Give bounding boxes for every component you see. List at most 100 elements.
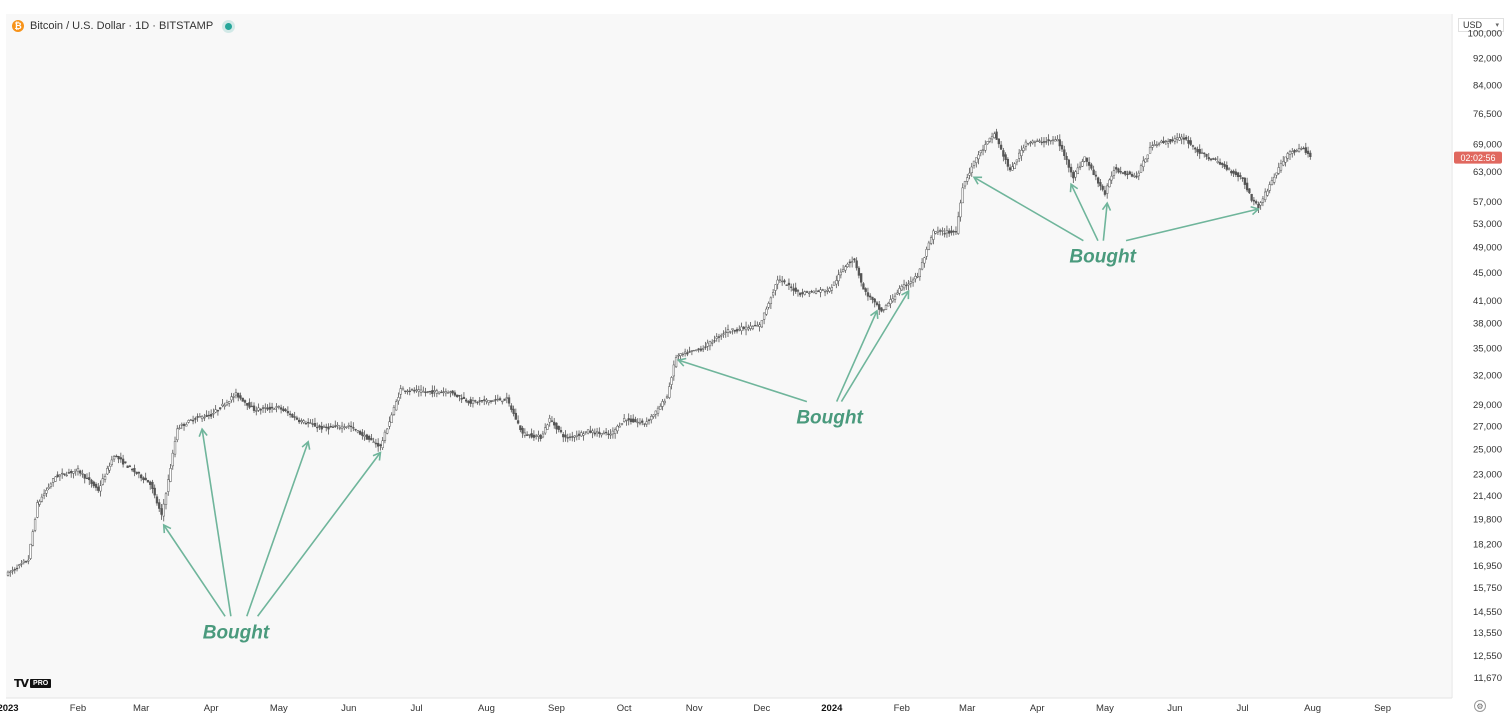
- candle: [489, 399, 493, 404]
- x-tick-label: Aug: [1304, 703, 1321, 714]
- candle: [1180, 133, 1183, 145]
- candle: [149, 480, 152, 490]
- candle: [957, 211, 960, 235]
- price-axis[interactable]: 100,000 92,000 84,000 76,500 69,000 63,000 57,…: [1468, 28, 1502, 684]
- candle: [920, 258, 924, 271]
- candle: [483, 395, 486, 406]
- candle: [830, 284, 833, 294]
- candle: [659, 403, 662, 410]
- x-tick-label: Feb: [894, 703, 910, 714]
- y-tick-label: 15,750: [1473, 583, 1502, 594]
- candle: [370, 433, 373, 441]
- candle: [404, 390, 407, 395]
- candle: [275, 403, 278, 413]
- candle: [602, 430, 606, 435]
- candle: [478, 397, 481, 406]
- x-tick-label: May: [270, 703, 288, 714]
- y-tick-label: 100,000: [1468, 28, 1502, 39]
- candle: [1063, 145, 1066, 160]
- candle: [1209, 158, 1213, 162]
- candle: [740, 322, 743, 335]
- candle: [1282, 156, 1285, 167]
- y-tick-label: 92,000: [1473, 53, 1502, 64]
- candle: [1234, 168, 1237, 177]
- candle: [959, 199, 962, 222]
- annotation-arrow: [198, 427, 232, 617]
- candle: [295, 415, 299, 421]
- candle: [383, 429, 387, 444]
- candle: [112, 455, 116, 462]
- candle: [20, 559, 23, 568]
- candle: [1015, 159, 1019, 166]
- candle: [860, 273, 863, 287]
- candle: [462, 392, 466, 399]
- candle: [986, 141, 989, 145]
- candle: [61, 468, 64, 479]
- candle: [828, 286, 831, 293]
- candle: [1110, 171, 1113, 184]
- candle: [668, 382, 671, 400]
- candle: [1266, 188, 1269, 197]
- candle: [832, 281, 836, 286]
- symbol-title: Bitcoin / U.S. Dollar · 1D · BITSTAMP: [30, 20, 214, 32]
- price-badge-bg: [1454, 151, 1502, 164]
- gear-icon[interactable]: ⚙: [1474, 700, 1486, 712]
- candle: [1011, 162, 1014, 171]
- candle: [961, 183, 964, 204]
- candle: [410, 388, 414, 392]
- candle: [970, 162, 973, 177]
- candle: [234, 388, 238, 399]
- candle: [92, 480, 95, 489]
- candle: [392, 404, 396, 416]
- x-tick-label: Dec: [753, 703, 770, 714]
- candle: [261, 404, 265, 413]
- candle: [988, 137, 991, 144]
- candle: [160, 503, 163, 520]
- candle: [1090, 162, 1093, 171]
- candle: [1259, 201, 1262, 210]
- candle: [981, 144, 985, 156]
- candle: [792, 283, 795, 296]
- candle: [9, 570, 12, 577]
- candle: [1221, 162, 1224, 169]
- candle: [395, 399, 398, 411]
- currency-selector[interactable]: USD ▾: [1458, 18, 1504, 32]
- candle: [963, 180, 967, 190]
- candle: [1067, 158, 1070, 173]
- candle: [374, 438, 378, 448]
- candle: [266, 404, 269, 411]
- candle: [1049, 139, 1052, 145]
- candle: [525, 431, 529, 437]
- candle: [1275, 172, 1278, 179]
- plot-area[interactable]: [6, 14, 1451, 698]
- candle: [431, 385, 434, 398]
- y-tick-label: 69,000: [1473, 140, 1502, 151]
- candle: [63, 473, 66, 477]
- candle: [805, 290, 809, 293]
- candle: [939, 228, 942, 236]
- candle: [327, 423, 330, 435]
- candle: [954, 226, 958, 235]
- candle: [530, 428, 533, 439]
- symbol-header[interactable]: ₿ Bitcoin / U.S. Dollar · 1D · BITSTAMP: [12, 18, 233, 34]
- candle: [1297, 143, 1301, 153]
- candle: [273, 407, 276, 410]
- candle: [1239, 172, 1242, 180]
- candle: [322, 424, 326, 428]
- candle: [577, 430, 581, 441]
- candle: [1029, 140, 1032, 147]
- candle: [704, 341, 707, 350]
- candle: [422, 386, 425, 393]
- y-tick-label: 49,000: [1473, 242, 1502, 253]
- candle: [767, 301, 770, 310]
- time-axis[interactable]: 2023 Feb Mar Apr May Jun Jul Aug Sep Oct Nov Dec 202…: [0, 703, 1391, 714]
- candle: [636, 418, 639, 428]
- candle: [277, 405, 280, 410]
- y-tick-label: 35,000: [1473, 343, 1502, 354]
- x-tick-label: Aug: [478, 703, 495, 714]
- candle: [1160, 139, 1163, 144]
- candle: [611, 427, 615, 439]
- candle: [1153, 140, 1156, 147]
- candle: [510, 403, 513, 413]
- candle: [823, 289, 827, 297]
